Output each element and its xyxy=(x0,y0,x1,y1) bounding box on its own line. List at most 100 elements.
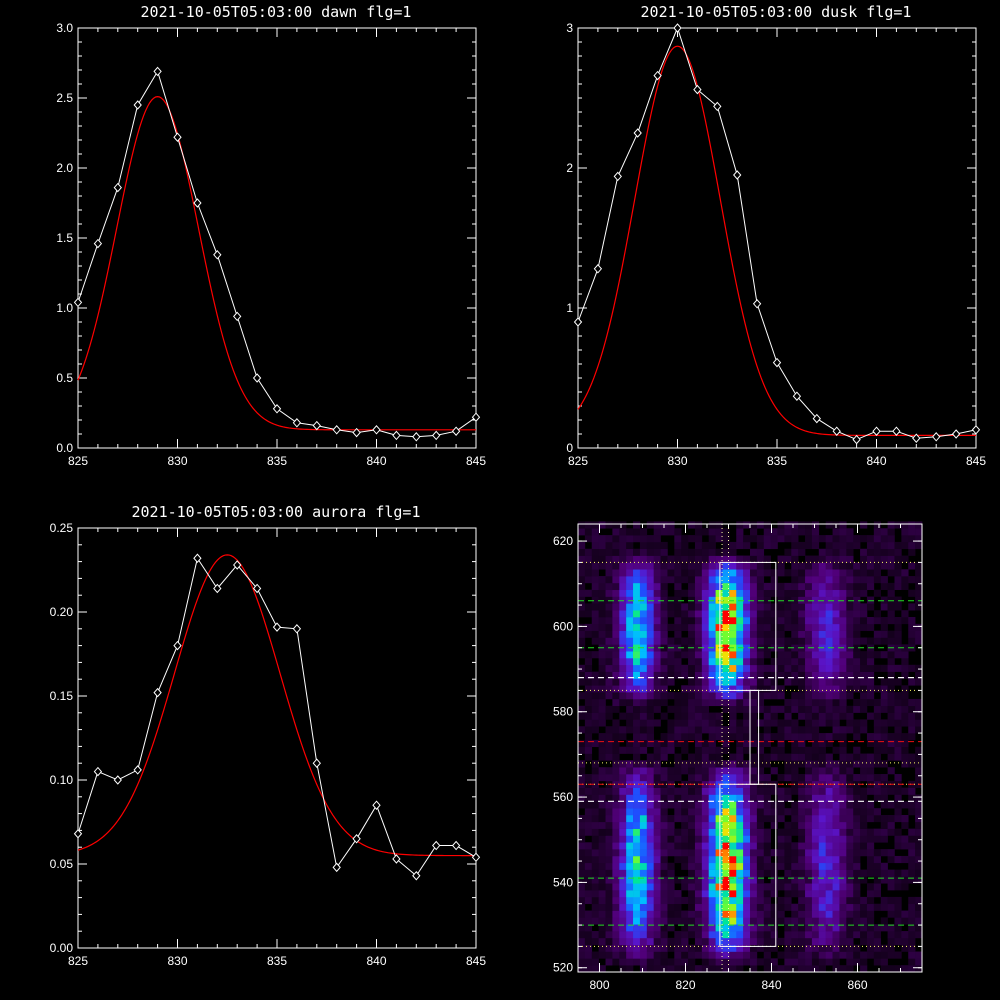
heatmap-cell xyxy=(667,664,675,672)
heatmap-cell xyxy=(784,698,792,707)
heatmap-cell xyxy=(605,630,613,638)
heatmap-cell xyxy=(743,637,751,645)
heatmap-cell xyxy=(873,576,882,584)
heatmap-cell xyxy=(626,692,634,700)
heatmap-cell xyxy=(853,903,861,911)
heatmap-cell xyxy=(832,630,840,638)
heatmap-cell xyxy=(584,910,593,918)
heatmap-cell xyxy=(722,924,730,932)
heatmap-cell xyxy=(750,589,758,597)
heatmap-cell xyxy=(612,862,620,870)
heatmap-cell xyxy=(578,910,586,918)
heatmap-cell xyxy=(612,774,620,782)
heatmap-cell xyxy=(715,931,723,939)
heatmap-cell xyxy=(729,910,737,918)
heatmap-cell xyxy=(750,849,758,857)
heatmap-cell xyxy=(832,555,840,563)
heatmap-cell xyxy=(578,637,586,645)
heatmap-cell xyxy=(805,760,813,768)
heatmap-cell xyxy=(694,685,703,693)
heatmap-cell xyxy=(578,924,586,932)
heatmap-cell xyxy=(894,910,902,918)
heatmap-cell xyxy=(860,692,868,700)
heatmap-cell xyxy=(598,596,606,604)
heatmap-cell xyxy=(866,569,875,577)
heatmap-cell xyxy=(694,835,703,843)
heatmap-cell xyxy=(839,965,847,973)
heatmap-cell xyxy=(578,951,586,959)
heatmap-cell xyxy=(736,855,744,864)
heatmap-cell xyxy=(708,548,716,556)
heatmap-cell xyxy=(681,603,689,611)
heatmap-cell xyxy=(639,890,648,898)
heatmap-cell xyxy=(619,801,627,809)
heatmap-cell xyxy=(784,535,792,543)
heatmap-cell xyxy=(880,535,888,543)
heatmap-cell xyxy=(756,787,765,795)
heatmap-cell xyxy=(777,664,785,672)
heatmap-cell xyxy=(901,944,909,952)
heatmap-cell xyxy=(633,896,641,905)
heatmap-cell xyxy=(701,528,710,536)
dusk-chart-title: 2021-10-05T05:03:00 dusk flg=1 xyxy=(641,3,912,21)
heatmap-cell xyxy=(825,794,833,802)
heatmap-cell xyxy=(915,528,923,536)
heatmap-cell xyxy=(756,808,765,816)
heatmap-cell xyxy=(743,685,751,693)
heatmap-cell xyxy=(887,931,895,939)
heatmap-cell xyxy=(639,862,648,870)
heatmap-cell xyxy=(873,521,882,529)
heatmap-cell xyxy=(715,760,723,768)
heatmap-cell xyxy=(578,842,586,850)
heatmap-cell xyxy=(701,896,710,905)
heatmap-cell xyxy=(908,637,916,645)
heatmap-cell xyxy=(639,801,648,809)
heatmap-cell xyxy=(729,924,737,932)
heatmap-cell xyxy=(722,746,730,754)
heatmap-cell xyxy=(756,931,765,939)
heatmap-cell xyxy=(715,794,723,802)
heatmap-cell xyxy=(633,671,641,679)
dawn-xtick-label: 840 xyxy=(366,454,386,468)
heatmap-cell xyxy=(660,855,668,864)
heatmap-cell xyxy=(619,603,627,611)
heatmap-cell xyxy=(818,876,826,884)
heatmap-cell xyxy=(715,855,723,864)
heatmap-cell xyxy=(694,944,703,952)
heatmap-cell xyxy=(908,896,916,905)
heatmap-cell xyxy=(839,698,847,707)
heatmap-cell xyxy=(825,821,833,829)
heatmap-cell xyxy=(805,712,813,720)
heatmap-cell xyxy=(584,589,593,597)
heatmap-cell xyxy=(887,596,895,604)
heatmap-cell xyxy=(818,562,826,570)
heatmap-cell xyxy=(791,521,799,529)
heatmap-cell xyxy=(708,917,716,925)
heatmap-cell xyxy=(653,521,661,529)
heatmap-cell xyxy=(880,719,888,727)
heatmap-cell xyxy=(619,931,627,939)
heatmap-cell xyxy=(633,951,641,959)
heatmap-cell xyxy=(784,596,792,604)
heatmap-cell xyxy=(750,767,758,775)
heatmap-cell xyxy=(660,603,668,611)
heatmap-cell xyxy=(756,685,765,693)
heatmap-cell xyxy=(763,569,771,577)
heatmap-cell xyxy=(736,944,744,952)
heatmap-cell xyxy=(880,733,888,741)
heatmap-cell xyxy=(584,958,593,966)
heatmap-cell xyxy=(825,705,833,713)
heatmap-cell xyxy=(839,774,847,782)
heatmap-cell xyxy=(873,944,882,952)
aurora-ytick-label: 0.20 xyxy=(50,605,74,619)
heatmap-cell xyxy=(846,664,854,672)
heatmap-cell xyxy=(805,569,813,577)
dawn-ytick-label: 2.5 xyxy=(56,91,73,105)
heatmap-cell xyxy=(811,821,820,829)
heatmap-cell xyxy=(839,657,847,666)
aurora-data-point xyxy=(233,560,242,570)
heatmap-cell xyxy=(866,869,875,877)
heatmap-cell xyxy=(839,705,847,713)
heatmap-cell xyxy=(791,678,799,686)
heatmap-cell xyxy=(674,589,682,597)
